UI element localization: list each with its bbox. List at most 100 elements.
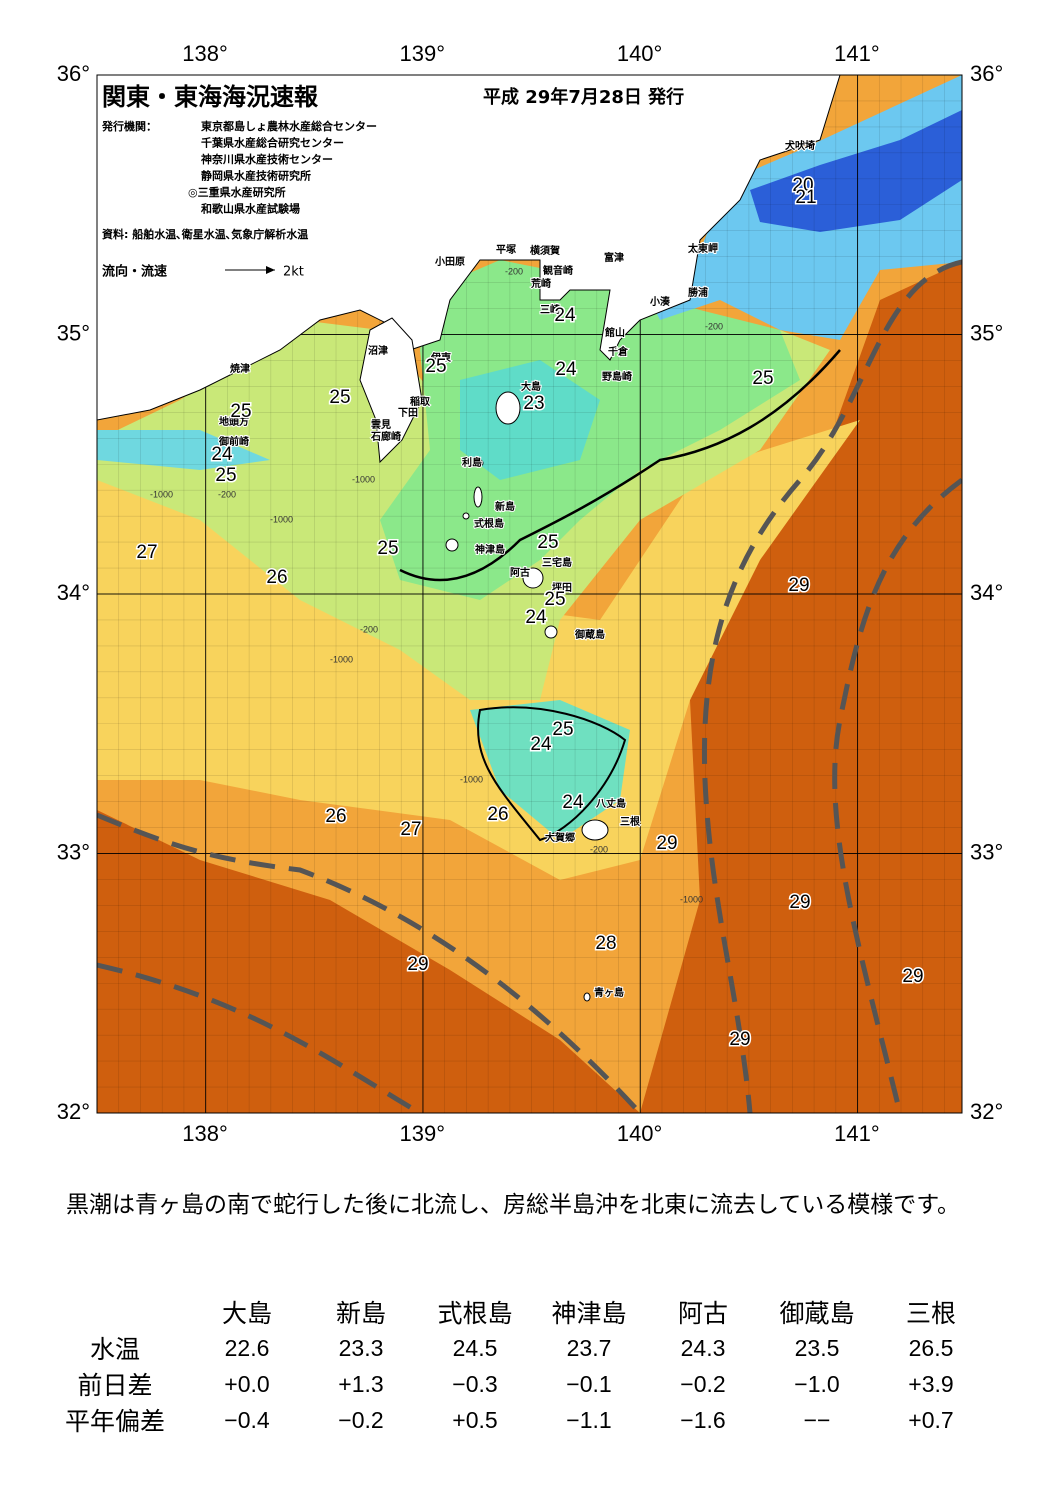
place-name: 青ヶ島 [594, 986, 624, 999]
observation-table: 大島 新島 式根島 神津島 阿古 御蔵島 三根 水温 22.6 23.3 24.5 23.7 24.3… [40, 1294, 988, 1438]
table-cell: 24.3 [680, 1334, 726, 1361]
table-row: 前日差 +0.0 +1.3 −0.3 −0.1 −0.2 −1.0 +3.9 [40, 1366, 988, 1402]
title: 関東・東海海況速報 [102, 83, 319, 111]
isotherm-label: 29 [902, 966, 923, 987]
island [583, 992, 591, 1002]
isotherm-label: 24 [211, 444, 233, 465]
islands [445, 391, 609, 1002]
table-cell: 23.7 [566, 1334, 612, 1361]
place-name: 横須賀 [530, 244, 560, 257]
isotherm-label: 25 [329, 387, 350, 408]
isotherm-label: 29 [407, 954, 428, 975]
publisher: 千葉県水産総合研究センター [201, 136, 344, 150]
sea-kuroshio [97, 810, 640, 1113]
depth-label: -1000 [680, 894, 703, 904]
place-name: 荒崎 [530, 277, 551, 290]
lon-label: 141° [834, 1121, 880, 1146]
place-name: 式根島 [474, 517, 504, 530]
lat-label: 36° [57, 61, 90, 86]
isotherm-label: 25 [425, 356, 446, 377]
lat-label: 36° [970, 61, 1003, 86]
isotherm-label: 28 [595, 933, 616, 954]
table-header: 大島 新島 式根島 神津島 阿古 御蔵島 三根 [40, 1294, 988, 1330]
place-name: 三宅島 [542, 556, 572, 569]
place-name: 雲見 [371, 419, 391, 431]
place-name: 三根 [620, 815, 640, 828]
column-header: 新島 [335, 1299, 386, 1328]
depth-label: -200 [590, 844, 608, 854]
isotherm-label: 29 [789, 892, 810, 913]
flow-legend: 流向・流速 [102, 264, 167, 280]
depth-label: -1000 [150, 489, 173, 499]
place-name: 三崎 [540, 303, 560, 316]
isotherm-label: 29 [656, 833, 677, 854]
place-name: 焼津 [230, 362, 250, 375]
publisher: 和歌山県水産試験場 [201, 202, 300, 216]
isotherm-label: 24 [554, 305, 576, 326]
place-name: 大賀郷 [545, 831, 575, 844]
lon-label: 141° [834, 41, 880, 66]
source: 資料: 船舶水温､衛星水温､気象庁解析水温 [102, 227, 308, 241]
place-name: 地頭方 [219, 415, 249, 428]
isotherm [477, 706, 627, 842]
depth-label: -1000 [270, 514, 293, 524]
lat-label: 34° [970, 580, 1003, 605]
isotherm-label: 25 [377, 538, 398, 559]
isotherm-label: 29 [788, 575, 809, 596]
lon-label: 138° [182, 1121, 228, 1146]
isotherm-label: 20 [792, 175, 813, 196]
place-name: 千倉 [608, 345, 629, 358]
table-cell: −1.1 [566, 1406, 612, 1433]
lat-label: 35° [970, 320, 1003, 345]
table-cell: 23.5 [794, 1334, 840, 1361]
isotherm-label: 25 [230, 401, 251, 422]
table-cell: 26.5 [908, 1334, 954, 1361]
isotherm-label: 25 [537, 532, 558, 553]
table-body: 水温 22.6 23.3 24.5 23.7 24.3 23.5 26.5 前日差 +0.0 +1.… [40, 1330, 988, 1438]
place-name: 新島 [495, 500, 515, 513]
island [462, 512, 470, 520]
place-name: 利島 [462, 456, 482, 469]
lon-label: 138° [182, 41, 228, 66]
publisher: ◎三重県水産研究所 [188, 185, 286, 199]
issue-date: 平成 29年7月28日 発行 [483, 86, 684, 108]
island [445, 538, 459, 552]
place-name: 犬吠埼 [785, 139, 815, 152]
isotherm-label: 25 [544, 589, 565, 610]
place-name: 野島崎 [602, 370, 632, 383]
table-cell: 22.6 [224, 1334, 270, 1361]
table-cell: −0.2 [680, 1370, 726, 1397]
isotherm-label: 24 [525, 607, 547, 628]
depth-label: -200 [705, 321, 723, 331]
column-header: 大島 [221, 1299, 272, 1328]
place-name: 小田原 [434, 255, 465, 268]
isotherm-label: 27 [400, 819, 421, 840]
place-name: 勝浦 [688, 286, 708, 299]
isotherm-label: 27 [136, 542, 157, 563]
place-name: 御蔵島 [574, 628, 605, 641]
isotherm-label: 23 [523, 393, 544, 414]
isotherm-label: 29 [729, 1029, 750, 1050]
table-cell: −− [803, 1406, 831, 1433]
isotherm-label: 26 [487, 804, 508, 825]
isotherm-label: 25 [752, 368, 773, 389]
table-cell: 24.5 [452, 1334, 498, 1361]
flow-arrowhead [266, 266, 275, 274]
table-cell: −0.2 [338, 1406, 384, 1433]
place-name: 伊東 [430, 351, 451, 364]
sea-coldest [750, 110, 962, 232]
isotherm [399, 349, 841, 582]
depth-label: -1000 [460, 774, 483, 784]
publisher: 神奈川県水産技術センター [201, 152, 333, 166]
place-name: 小湊 [649, 295, 671, 308]
place-name: 富津 [604, 251, 624, 264]
depth-label: -1000 [352, 474, 375, 484]
place-name: 石廊崎 [370, 430, 401, 443]
island [476, 459, 484, 467]
place-name: 八丈島 [595, 797, 626, 810]
island [473, 486, 483, 508]
summary: 黒潮は青ヶ島の南で蛇行した後に北流し、房総半島沖を北東に流去している模様です。 [66, 1192, 961, 1218]
isotherm-label: 21 [795, 187, 816, 208]
labels: 138° 138° 139° 139° 140° 140° 141° 141° 36° 36° 35… [57, 41, 1004, 1146]
